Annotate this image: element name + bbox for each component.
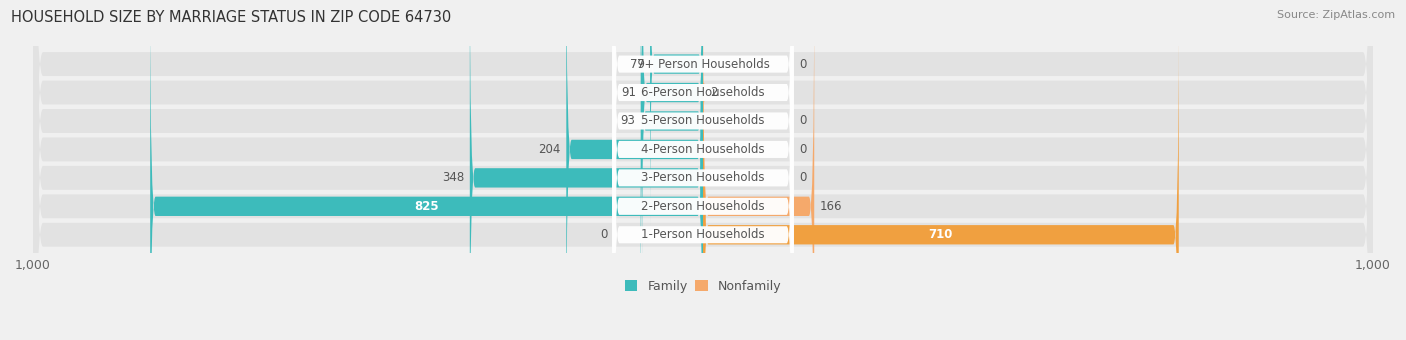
Text: 0: 0	[799, 171, 806, 184]
Text: 710: 710	[929, 228, 953, 241]
FancyBboxPatch shape	[650, 0, 703, 234]
Text: 2: 2	[710, 86, 717, 99]
Text: 2-Person Households: 2-Person Households	[641, 200, 765, 213]
FancyBboxPatch shape	[613, 0, 793, 340]
FancyBboxPatch shape	[613, 0, 793, 340]
FancyBboxPatch shape	[567, 0, 703, 340]
Text: 0: 0	[799, 115, 806, 128]
FancyBboxPatch shape	[32, 0, 1374, 340]
Text: 825: 825	[415, 200, 439, 213]
FancyBboxPatch shape	[643, 0, 703, 290]
FancyBboxPatch shape	[32, 0, 1374, 340]
Text: 0: 0	[799, 57, 806, 71]
Text: 1-Person Households: 1-Person Households	[641, 228, 765, 241]
FancyBboxPatch shape	[613, 0, 793, 340]
Text: 5-Person Households: 5-Person Households	[641, 115, 765, 128]
FancyBboxPatch shape	[613, 0, 793, 340]
FancyBboxPatch shape	[613, 0, 793, 340]
FancyBboxPatch shape	[613, 0, 793, 340]
Legend: Family, Nonfamily: Family, Nonfamily	[624, 280, 782, 293]
Text: 93: 93	[620, 115, 636, 128]
FancyBboxPatch shape	[703, 0, 814, 340]
Text: Source: ZipAtlas.com: Source: ZipAtlas.com	[1277, 10, 1395, 20]
FancyBboxPatch shape	[150, 0, 703, 340]
Text: 7+ Person Households: 7+ Person Households	[637, 57, 769, 71]
FancyBboxPatch shape	[703, 17, 1178, 340]
Text: 348: 348	[443, 171, 464, 184]
Text: 79: 79	[630, 57, 645, 71]
FancyBboxPatch shape	[641, 0, 703, 323]
Text: HOUSEHOLD SIZE BY MARRIAGE STATUS IN ZIP CODE 64730: HOUSEHOLD SIZE BY MARRIAGE STATUS IN ZIP…	[11, 10, 451, 25]
FancyBboxPatch shape	[32, 0, 1374, 340]
FancyBboxPatch shape	[32, 0, 1374, 340]
FancyBboxPatch shape	[470, 0, 703, 340]
Text: 6-Person Households: 6-Person Households	[641, 86, 765, 99]
Text: 4-Person Households: 4-Person Households	[641, 143, 765, 156]
Text: 166: 166	[820, 200, 842, 213]
Text: 0: 0	[600, 228, 607, 241]
Text: 204: 204	[538, 143, 561, 156]
Text: 91: 91	[621, 86, 637, 99]
FancyBboxPatch shape	[613, 0, 793, 340]
FancyBboxPatch shape	[32, 0, 1374, 340]
Text: 3-Person Households: 3-Person Households	[641, 171, 765, 184]
FancyBboxPatch shape	[32, 0, 1374, 340]
FancyBboxPatch shape	[32, 0, 1374, 340]
Text: 0: 0	[799, 143, 806, 156]
